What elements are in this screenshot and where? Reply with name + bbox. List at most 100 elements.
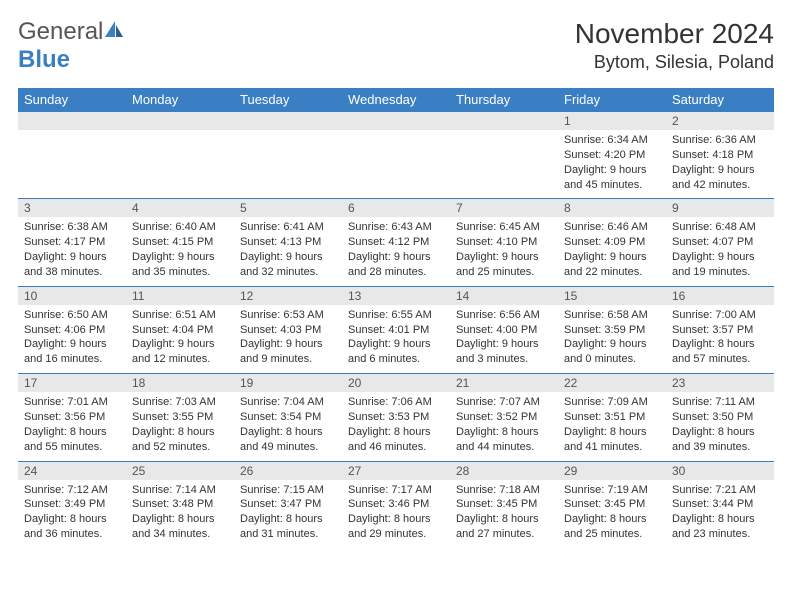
calendar-cell [126, 112, 234, 199]
calendar-cell: 28Sunrise: 7:18 AMSunset: 3:45 PMDayligh… [450, 461, 558, 548]
day-number: 28 [450, 462, 558, 480]
header: General Blue November 2024 Bytom, Silesi… [18, 18, 774, 74]
day-number [234, 112, 342, 130]
calendar-cell: 4 Sunrise: 6:40 AMSunset: 4:15 PMDaylight… [126, 199, 234, 286]
daylight-line: Daylight: 8 hours and 23 minutes. [672, 512, 768, 542]
sail-icon [103, 18, 125, 46]
daylight-line: Daylight: 8 hours and 34 minutes. [132, 512, 228, 542]
day-number: 8 [558, 199, 666, 217]
sunrise-line: Sunrise: 6:46 AM [564, 220, 660, 235]
day-header: Saturday [666, 88, 774, 112]
sunrise-line: Sunrise: 6:38 AM [24, 220, 120, 235]
sunset-line: Sunset: 4:20 PM [564, 148, 660, 163]
day-content: Sunrise: 7:07 AMSunset: 3:52 PMDaylight:… [450, 392, 558, 460]
sunset-line: Sunset: 4:18 PM [672, 148, 768, 163]
day-number: 4 [126, 199, 234, 217]
calendar-week: 17Sunrise: 7:01 AMSunset: 3:56 PMDayligh… [18, 374, 774, 461]
calendar-cell: 11Sunrise: 6:51 AMSunset: 4:04 PMDayligh… [126, 286, 234, 373]
day-number: 17 [18, 374, 126, 392]
day-content: Sunrise: 6:51 AMSunset: 4:04 PMDaylight:… [126, 305, 234, 373]
sunset-line: Sunset: 3:53 PM [348, 410, 444, 425]
sunset-line: Sunset: 3:52 PM [456, 410, 552, 425]
calendar-cell: 10Sunrise: 6:50 AMSunset: 4:06 PMDayligh… [18, 286, 126, 373]
sunrise-line: Sunrise: 7:18 AM [456, 483, 552, 498]
sunrise-line: Sunrise: 6:40 AM [132, 220, 228, 235]
calendar-table: SundayMondayTuesdayWednesdayThursdayFrid… [18, 88, 774, 548]
sunrise-line: Sunrise: 6:50 AM [24, 308, 120, 323]
day-number: 29 [558, 462, 666, 480]
sunset-line: Sunset: 3:46 PM [348, 497, 444, 512]
day-content: Sunrise: 7:09 AMSunset: 3:51 PMDaylight:… [558, 392, 666, 460]
day-number: 14 [450, 287, 558, 305]
sunset-line: Sunset: 4:03 PM [240, 323, 336, 338]
calendar-cell: 29Sunrise: 7:19 AMSunset: 3:45 PMDayligh… [558, 461, 666, 548]
calendar-cell: 20Sunrise: 7:06 AMSunset: 3:53 PMDayligh… [342, 374, 450, 461]
sunrise-line: Sunrise: 6:55 AM [348, 308, 444, 323]
sunrise-line: Sunrise: 7:19 AM [564, 483, 660, 498]
day-content: Sunrise: 6:46 AMSunset: 4:09 PMDaylight:… [558, 217, 666, 285]
day-number: 1 [558, 112, 666, 130]
calendar-cell: 27Sunrise: 7:17 AMSunset: 3:46 PMDayligh… [342, 461, 450, 548]
calendar-week: 10Sunrise: 6:50 AMSunset: 4:06 PMDayligh… [18, 286, 774, 373]
day-number: 26 [234, 462, 342, 480]
daylight-line: Daylight: 8 hours and 39 minutes. [672, 425, 768, 455]
day-header: Thursday [450, 88, 558, 112]
daylight-line: Daylight: 9 hours and 3 minutes. [456, 337, 552, 367]
day-content [234, 130, 342, 188]
day-content: Sunrise: 7:03 AMSunset: 3:55 PMDaylight:… [126, 392, 234, 460]
sunset-line: Sunset: 3:56 PM [24, 410, 120, 425]
calendar-cell: 3Sunrise: 6:38 AMSunset: 4:17 PMDaylight… [18, 199, 126, 286]
daylight-line: Daylight: 9 hours and 16 minutes. [24, 337, 120, 367]
day-content: Sunrise: 7:21 AMSunset: 3:44 PMDaylight:… [666, 480, 774, 548]
sunrise-line: Sunrise: 6:53 AM [240, 308, 336, 323]
daylight-line: Daylight: 9 hours and 35 minutes. [132, 250, 228, 280]
sunrise-line: Sunrise: 6:58 AM [564, 308, 660, 323]
daylight-line: Daylight: 8 hours and 36 minutes. [24, 512, 120, 542]
day-content: Sunrise: 6:50 AMSunset: 4:06 PMDaylight:… [18, 305, 126, 373]
sunrise-line: Sunrise: 7:07 AM [456, 395, 552, 410]
day-content: Sunrise: 6:45 AMSunset: 4:10 PMDaylight:… [450, 217, 558, 285]
day-number: 23 [666, 374, 774, 392]
day-number: 6 [342, 199, 450, 217]
day-content: Sunrise: 6:53 AMSunset: 4:03 PMDaylight:… [234, 305, 342, 373]
day-number: 7 [450, 199, 558, 217]
day-content [18, 130, 126, 188]
day-number: 9 [666, 199, 774, 217]
day-number: 2 [666, 112, 774, 130]
sunset-line: Sunset: 4:12 PM [348, 235, 444, 250]
day-header-row: SundayMondayTuesdayWednesdayThursdayFrid… [18, 88, 774, 112]
daylight-line: Daylight: 8 hours and 46 minutes. [348, 425, 444, 455]
sunset-line: Sunset: 3:50 PM [672, 410, 768, 425]
sunset-line: Sunset: 3:49 PM [24, 497, 120, 512]
daylight-line: Daylight: 8 hours and 41 minutes. [564, 425, 660, 455]
day-number [18, 112, 126, 130]
calendar-body: 1Sunrise: 6:34 AMSunset: 4:20 PMDaylight… [18, 112, 774, 548]
calendar-cell: 9Sunrise: 6:48 AMSunset: 4:07 PMDaylight… [666, 199, 774, 286]
sunrise-line: Sunrise: 6:51 AM [132, 308, 228, 323]
daylight-line: Daylight: 8 hours and 25 minutes. [564, 512, 660, 542]
calendar-cell: 23Sunrise: 7:11 AMSunset: 3:50 PMDayligh… [666, 374, 774, 461]
sunset-line: Sunset: 4:07 PM [672, 235, 768, 250]
daylight-line: Daylight: 9 hours and 42 minutes. [672, 163, 768, 193]
calendar-week: 24Sunrise: 7:12 AMSunset: 3:49 PMDayligh… [18, 461, 774, 548]
calendar-cell: 16Sunrise: 7:00 AMSunset: 3:57 PMDayligh… [666, 286, 774, 373]
day-content: Sunrise: 7:12 AMSunset: 3:49 PMDaylight:… [18, 480, 126, 548]
daylight-line: Daylight: 8 hours and 55 minutes. [24, 425, 120, 455]
daylight-line: Daylight: 9 hours and 32 minutes. [240, 250, 336, 280]
day-content: Sunrise: 6:34 AMSunset: 4:20 PMDaylight:… [558, 130, 666, 198]
calendar-cell: 18Sunrise: 7:03 AMSunset: 3:55 PMDayligh… [126, 374, 234, 461]
sunrise-line: Sunrise: 7:14 AM [132, 483, 228, 498]
daylight-line: Daylight: 9 hours and 6 minutes. [348, 337, 444, 367]
day-content: Sunrise: 7:04 AMSunset: 3:54 PMDaylight:… [234, 392, 342, 460]
sunrise-line: Sunrise: 7:01 AM [24, 395, 120, 410]
sunrise-line: Sunrise: 7:12 AM [24, 483, 120, 498]
sunrise-line: Sunrise: 7:15 AM [240, 483, 336, 498]
daylight-line: Daylight: 9 hours and 9 minutes. [240, 337, 336, 367]
daylight-line: Daylight: 8 hours and 49 minutes. [240, 425, 336, 455]
daylight-line: Daylight: 8 hours and 29 minutes. [348, 512, 444, 542]
sunset-line: Sunset: 4:15 PM [132, 235, 228, 250]
calendar-cell: 15Sunrise: 6:58 AMSunset: 3:59 PMDayligh… [558, 286, 666, 373]
day-number: 25 [126, 462, 234, 480]
day-number: 18 [126, 374, 234, 392]
calendar-cell: 24Sunrise: 7:12 AMSunset: 3:49 PMDayligh… [18, 461, 126, 548]
